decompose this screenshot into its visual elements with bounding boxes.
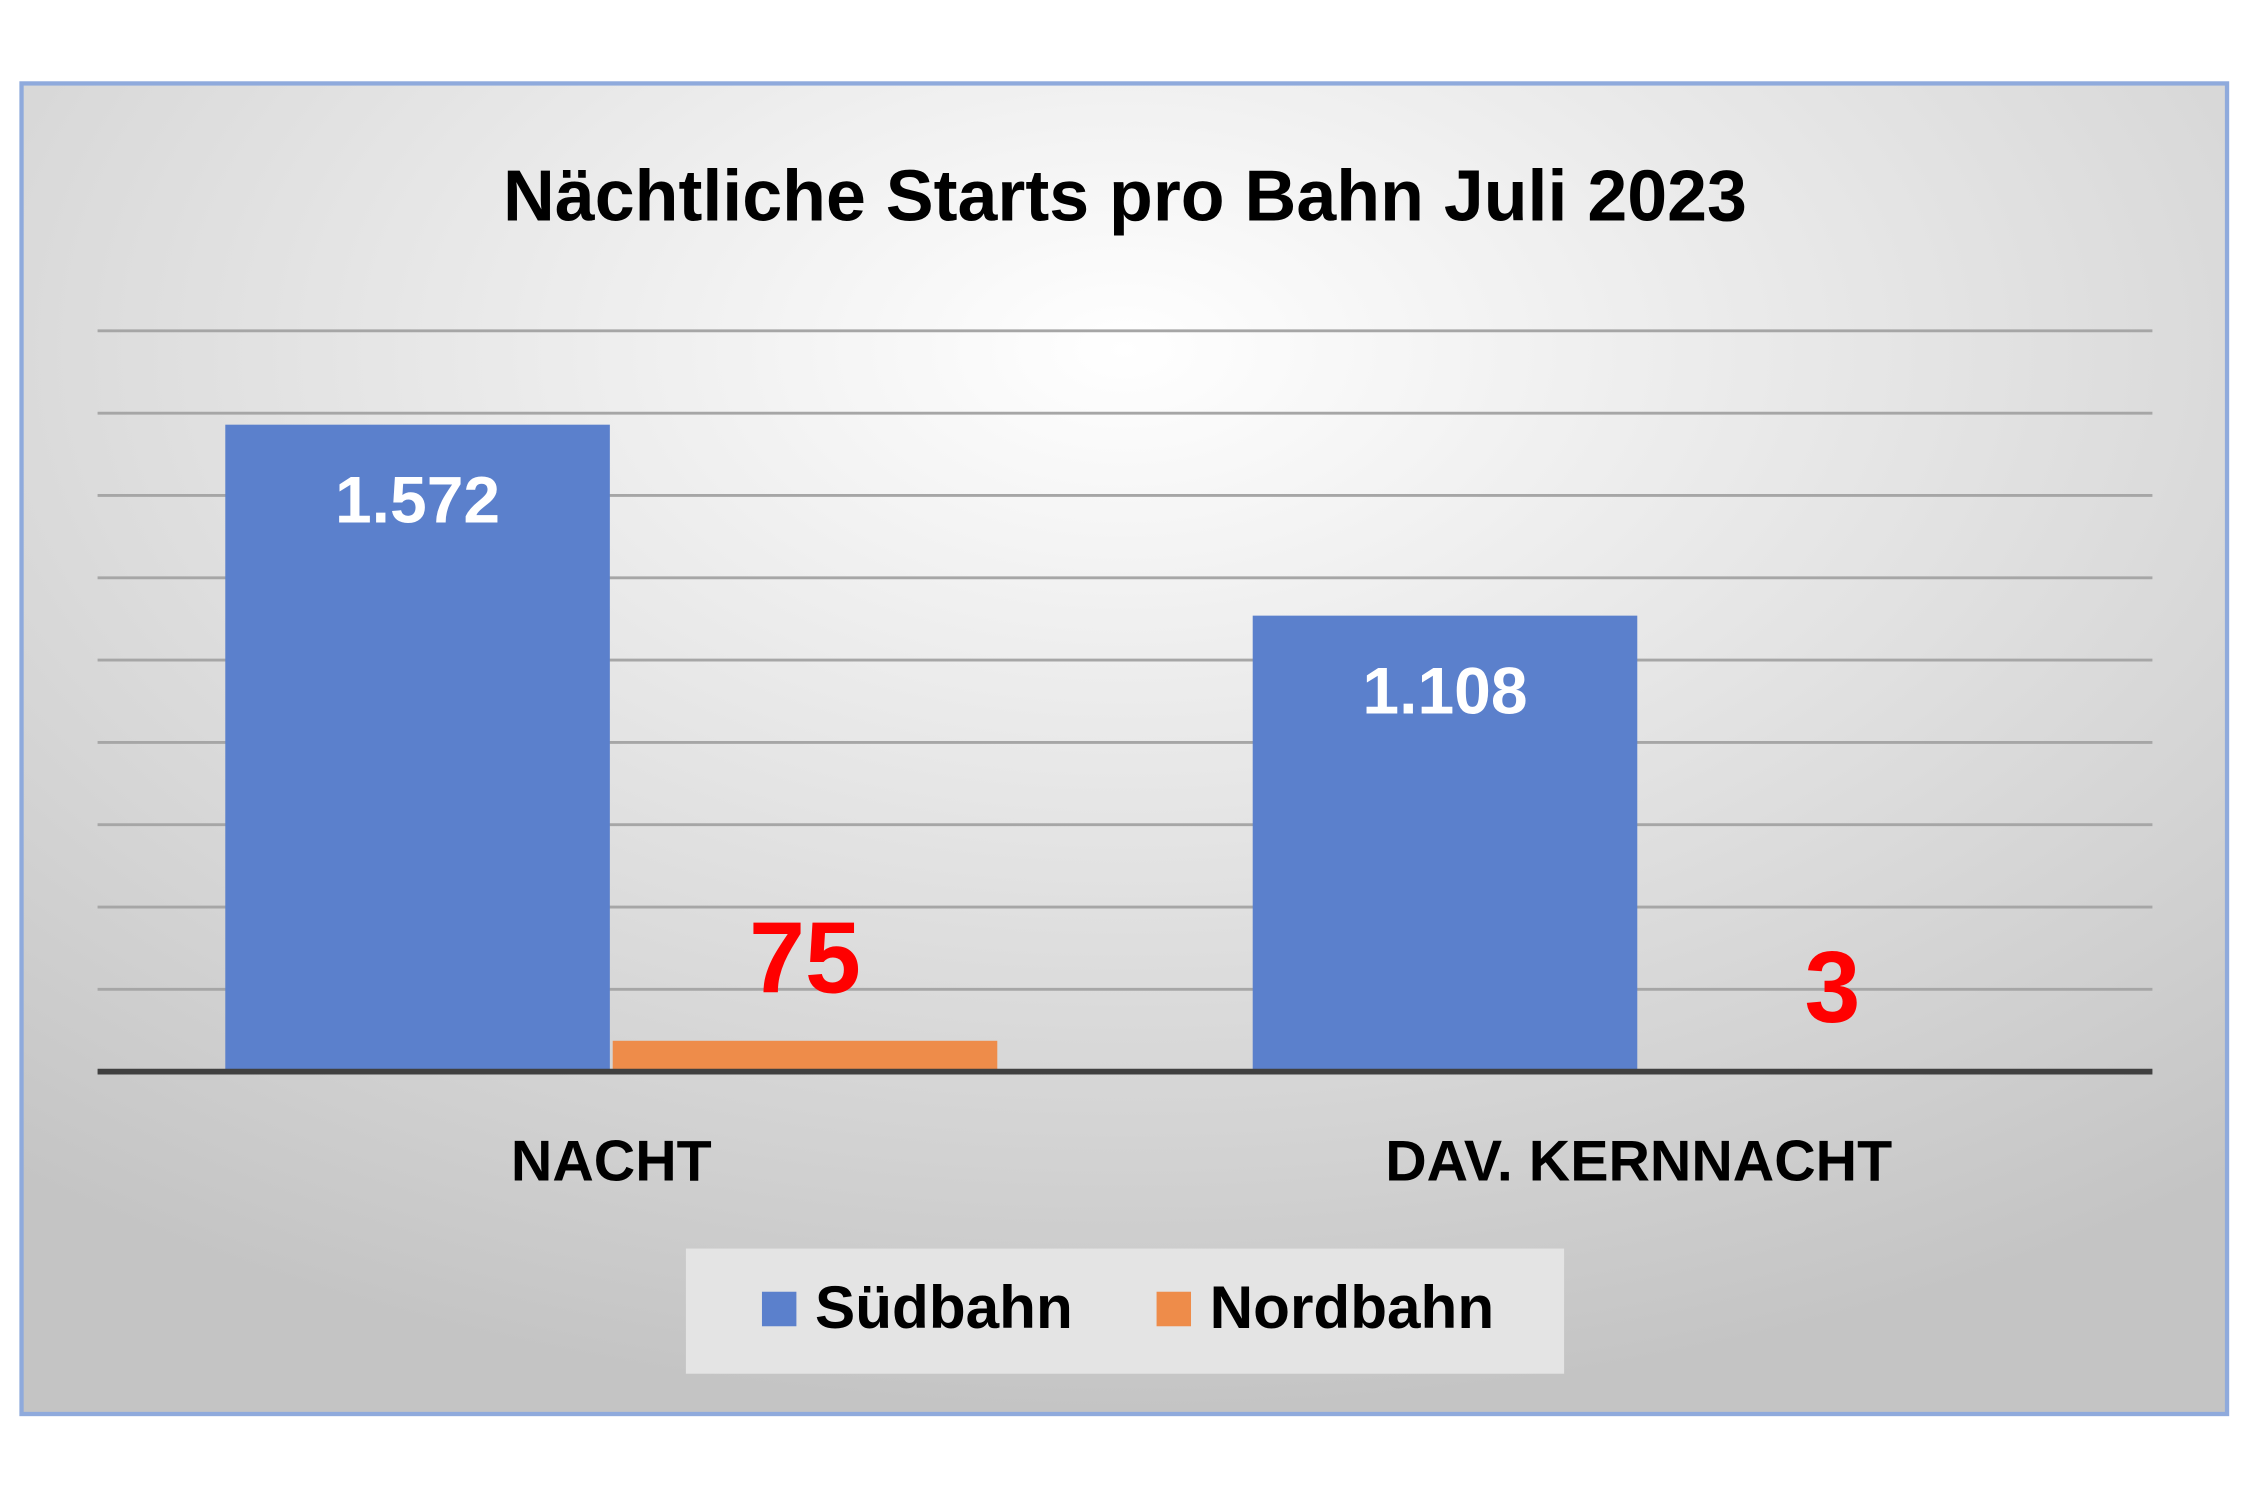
- bar: [1252, 615, 1638, 1072]
- x-tick-label: DAV. KERNNACHT: [1385, 1129, 1892, 1193]
- legend-label: Nordbahn: [1210, 1273, 1495, 1341]
- chart-title: Nächtliche Starts pro Bahn Juli 2023: [503, 156, 1747, 236]
- bar: [225, 424, 610, 1072]
- legend-swatch: [1156, 1291, 1192, 1327]
- data-label: 3: [1805, 932, 1861, 1044]
- bar: [612, 1040, 998, 1072]
- data-label: 1.572: [335, 464, 500, 538]
- legend-box: [685, 1248, 1565, 1374]
- data-label: 1.108: [1362, 655, 1527, 729]
- legend-swatch: [761, 1291, 797, 1327]
- data-label: 75: [749, 902, 861, 1014]
- x-tick-label: NACHT: [511, 1129, 712, 1193]
- legend-label: Südbahn: [815, 1273, 1073, 1341]
